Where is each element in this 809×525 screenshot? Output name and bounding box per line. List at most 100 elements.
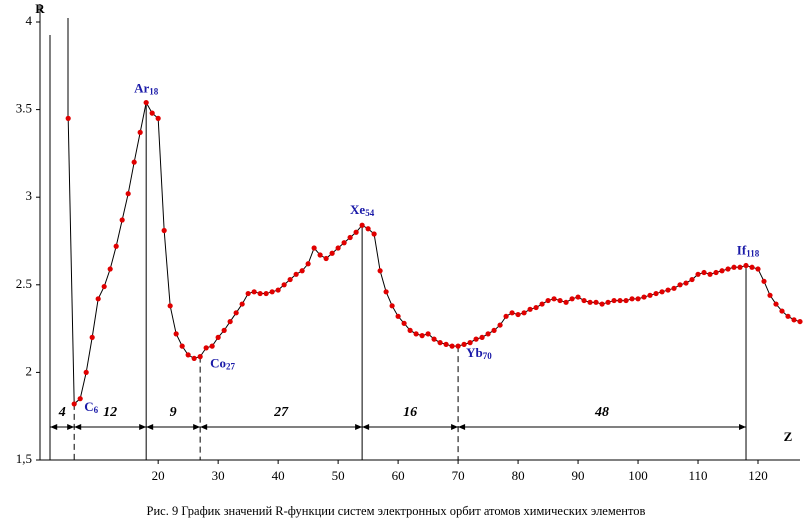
arrow-head [50,424,75,430]
element-number: 6 [94,405,99,415]
data-point [263,290,269,297]
data-point [251,289,257,295]
data-point [203,345,209,351]
interval-label: 16 [403,405,417,420]
data-point [287,276,293,283]
element-symbol: C [84,399,93,414]
interval-label: 48 [594,405,609,420]
x-tick-label: 30 [212,468,225,483]
data-point [473,336,479,342]
data-point [563,299,569,305]
data-point [683,280,689,286]
element-number: 18 [149,87,159,97]
data-point [671,285,677,291]
element-label: C6 [84,399,98,415]
data-point [125,191,131,197]
data-point [131,159,137,165]
data-point [611,297,617,304]
data-point [323,255,329,262]
data-point [755,266,761,272]
data-point [431,336,437,342]
data-point [503,313,509,319]
data-point [335,245,341,251]
data-point [161,227,167,234]
data-point [293,271,299,277]
x-tick-label: 80 [512,468,525,483]
data-point [797,318,803,325]
data-point [359,222,365,228]
x-axis-label: Z [784,429,793,444]
data-point [239,301,245,307]
data-point [233,310,239,316]
data-point [689,276,695,283]
data-point [551,296,557,302]
y-tick-label: 3.5 [16,101,32,116]
x-tick-label: 100 [628,468,648,483]
data-point [575,294,581,300]
data-point [593,299,599,305]
data-point [227,318,233,325]
data-point [173,331,179,337]
data-point [653,290,659,297]
data-point [101,283,107,290]
element-symbol: Xe [350,202,365,217]
data-point [467,340,473,346]
data-point [647,292,653,298]
data-point [761,278,767,284]
data-point [275,287,281,293]
element-label: If118 [737,243,760,259]
data-point [635,296,641,302]
data-point [119,217,125,223]
data-point [623,297,629,304]
data-point [395,313,401,319]
x-tick-label: 60 [392,468,405,483]
data-line [67,101,801,406]
data-point [731,264,737,270]
y-tick-label: 2 [26,363,33,378]
data-point [209,343,215,349]
data-point [665,287,671,293]
data-point [425,331,431,337]
data-point [347,234,353,241]
data-point [383,289,389,295]
data-point [401,320,407,326]
data-point [341,240,347,246]
data-point [257,290,263,297]
data-point [221,327,227,333]
data-point [389,303,395,309]
element-number: 27 [226,362,236,372]
x-tick-label: 110 [689,468,708,483]
data-point [713,269,719,276]
data-point [77,396,83,402]
data-point [743,262,749,269]
data-point [707,271,713,277]
data-point [629,296,635,302]
data-point [599,301,605,307]
data-point [677,282,683,288]
data-point [557,297,563,304]
data-point [455,343,461,349]
data-point [299,268,305,274]
interval-label: 9 [170,405,177,420]
data-point [461,341,467,347]
data-point [245,290,251,297]
element-number: 70 [483,351,493,361]
data-point [659,289,665,295]
x-tick-label: 20 [152,468,165,483]
interval-label: 4 [58,405,66,420]
element-symbol: If [737,243,747,258]
element-symbol: Co [210,356,226,371]
data-point [197,354,203,360]
data-point [491,327,497,333]
data-point [155,115,161,121]
data-point [533,304,539,311]
data-point [569,296,575,302]
data-point [695,271,701,277]
data-point [281,282,287,288]
x-tick-label: 50 [332,468,345,483]
y-tick-label: 4 [26,13,33,28]
data-point [701,269,707,276]
data-point [539,301,545,307]
y-tick-label: 3 [26,188,33,203]
